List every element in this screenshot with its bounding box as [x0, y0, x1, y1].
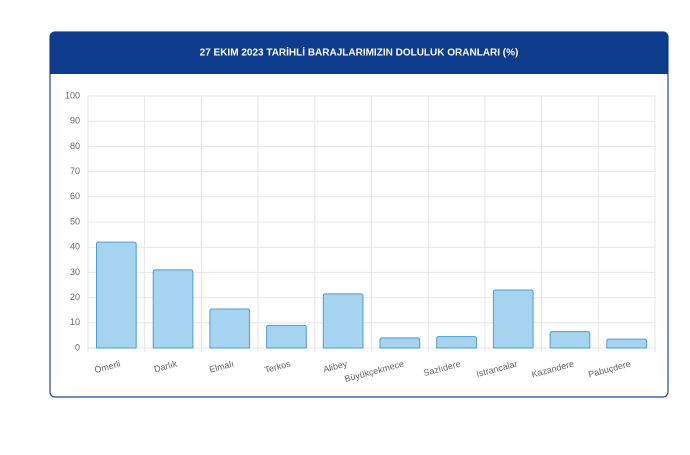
y-tick-label: 70	[70, 166, 80, 176]
y-tick-label: 60	[70, 191, 80, 201]
y-tick-label: 0	[75, 342, 80, 352]
bar	[379, 337, 421, 349]
y-tick-label: 40	[70, 242, 80, 252]
card-header	[50, 32, 668, 74]
y-tick-label: 10	[70, 317, 80, 327]
bar	[606, 338, 647, 349]
bar	[152, 269, 194, 349]
y-tick-label: 90	[70, 116, 80, 126]
y-tick-label: 30	[70, 267, 80, 277]
bar	[322, 293, 364, 349]
bar	[549, 331, 591, 349]
y-tick-label: 50	[70, 216, 80, 226]
bar	[209, 308, 251, 349]
chart-title: 27 EKIM 2023 TARİHLİ BARAJLARIMIZIN DOLU…	[200, 46, 519, 59]
bar	[436, 336, 477, 349]
y-tick-label: 20	[70, 292, 80, 302]
y-tick-label: 100	[65, 90, 80, 100]
bar	[96, 241, 137, 349]
y-tick-label: 80	[70, 141, 80, 151]
bar	[266, 324, 307, 349]
bar	[492, 289, 534, 349]
